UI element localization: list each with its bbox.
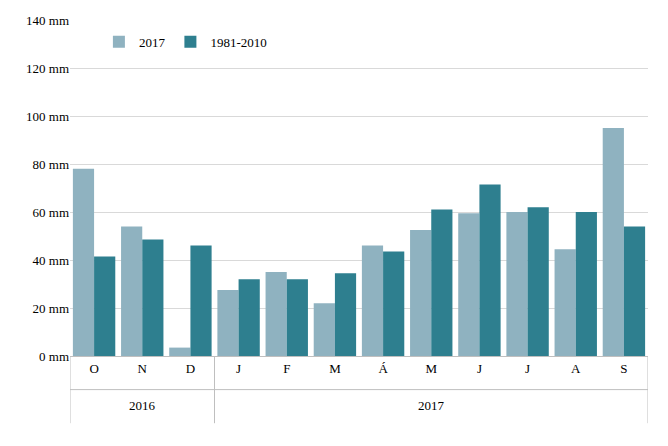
svg-text:120 mm: 120 mm [26, 61, 69, 76]
svg-text:M: M [329, 361, 341, 376]
svg-text:2016: 2016 [129, 398, 156, 413]
svg-text:0 mm: 0 mm [39, 349, 69, 364]
svg-text:100 mm: 100 mm [26, 109, 69, 124]
svg-text:40 mm: 40 mm [33, 253, 69, 268]
svg-text:D: D [186, 361, 195, 376]
svg-text:J: J [525, 361, 530, 376]
svg-text:1981-2010: 1981-2010 [210, 35, 266, 50]
svg-text:20 mm: 20 mm [33, 301, 69, 316]
svg-text:A: A [571, 361, 581, 376]
svg-text:N: N [138, 361, 148, 376]
svg-text:80 mm: 80 mm [33, 157, 69, 172]
svg-text:2017: 2017 [418, 398, 445, 413]
svg-text:Á: Á [378, 361, 388, 376]
svg-text:S: S [620, 361, 627, 376]
svg-text:2017: 2017 [139, 35, 166, 50]
svg-text:J: J [236, 361, 241, 376]
svg-text:140 mm: 140 mm [26, 13, 69, 28]
svg-text:J: J [477, 361, 482, 376]
svg-text:F: F [283, 361, 290, 376]
svg-text:60 mm: 60 mm [33, 205, 69, 220]
svg-text:M: M [425, 361, 437, 376]
svg-text:O: O [89, 361, 98, 376]
